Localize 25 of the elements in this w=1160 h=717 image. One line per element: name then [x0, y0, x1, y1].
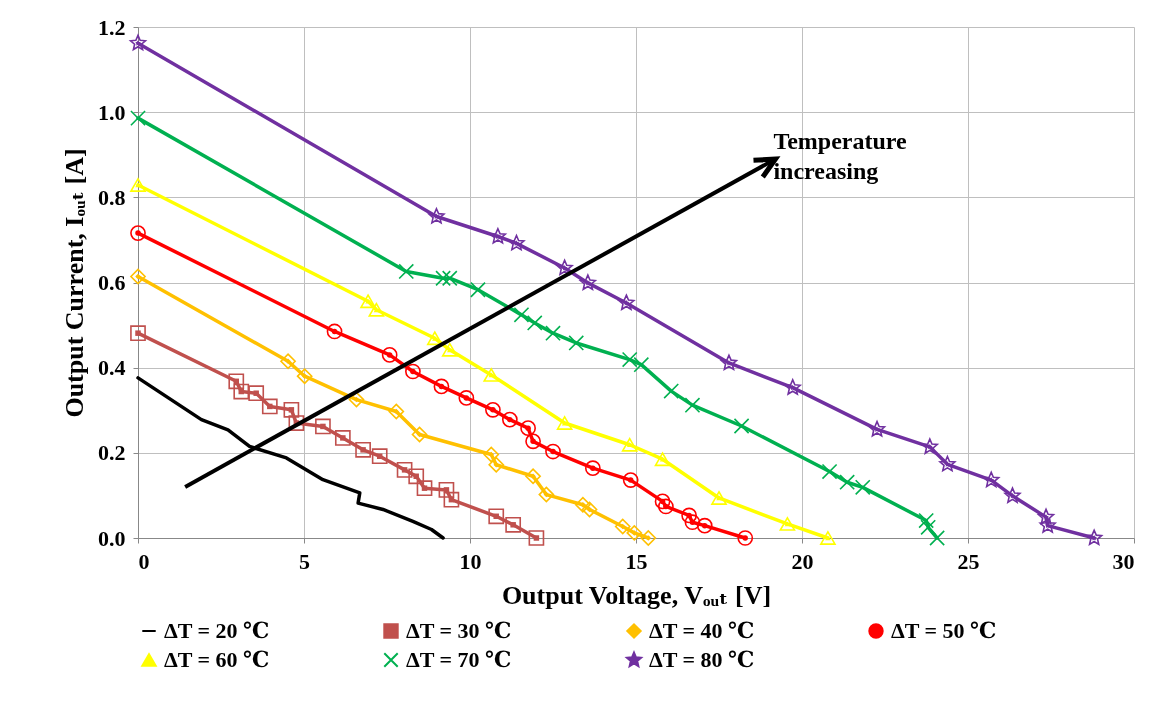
legend-label: ΔT = 20 ℃: [164, 618, 270, 643]
legend-label: ΔT = 40 ℃: [649, 618, 755, 643]
x-tick-label: 5: [299, 548, 310, 574]
y-tick-label: 0.8: [98, 184, 126, 210]
y-tick-label: 0.0: [98, 525, 126, 551]
x-tick-label: 20: [791, 548, 814, 574]
x-tick-label: 25: [957, 548, 980, 574]
x-axis-title: Output Voltage, Vₒᵤₜ [V]: [501, 580, 772, 610]
y-tick-label: 0.2: [98, 440, 126, 466]
legend-label: ΔT = 70 ℃: [406, 647, 512, 672]
x-tick-label: 15: [625, 548, 648, 574]
y-tick-label: 0.4: [98, 355, 126, 381]
y-tick-label: 1.2: [98, 14, 126, 40]
annotation: Temperature increasing: [773, 128, 908, 184]
x-tick-label: 10: [459, 548, 482, 574]
legend-label: ΔT = 30 ℃: [406, 618, 512, 643]
y-tick-label: 0.6: [98, 270, 126, 295]
legend-label: ΔT = 60 ℃: [164, 647, 270, 672]
y-axis-title: Output Current, Iₒᵤₜ [A]: [60, 148, 89, 418]
legend-label: ΔT = 80 ℃: [649, 647, 755, 672]
y-tick-label: 1.0: [98, 99, 126, 125]
x-tick-label: 0: [138, 548, 150, 574]
legend-label: ΔT = 50 ℃: [891, 618, 997, 643]
line-series: [136, 376, 445, 540]
x-tick-label: 30: [1112, 548, 1135, 574]
